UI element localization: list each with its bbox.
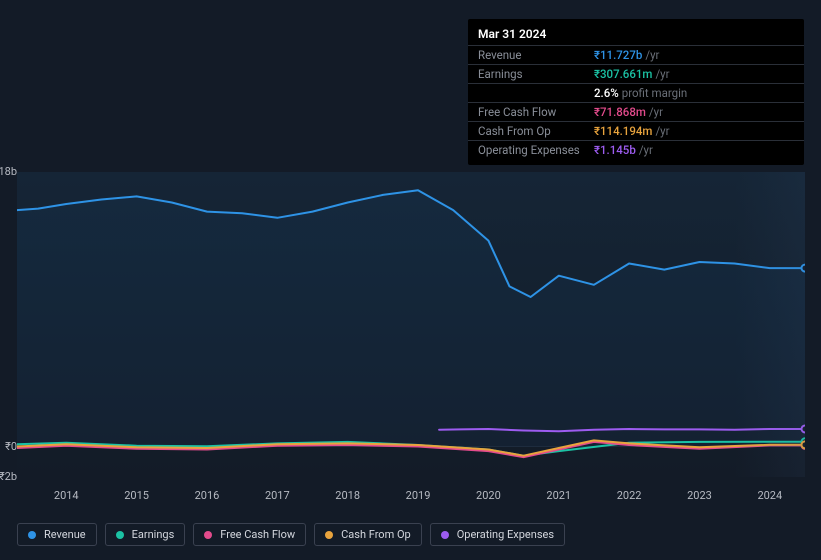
series-end-marker: [802, 441, 806, 448]
y-axis-label: ₹0: [0, 440, 17, 453]
x-axis-label: 2015: [124, 489, 149, 502]
tooltip-row: Operating Expenses₹1.145b/yr: [468, 140, 804, 159]
tooltip-unit: /yr: [639, 143, 653, 157]
tooltip-row: Earnings₹307.661m/yr: [468, 64, 804, 83]
x-axis-label: 2024: [757, 489, 782, 502]
chart-tooltip: Mar 31 2024 Revenue₹11.727b/yrEarnings₹3…: [468, 19, 804, 165]
legend-label: Free Cash Flow: [220, 528, 295, 541]
x-axis-label: 2022: [617, 489, 642, 502]
tooltip-value: ₹11.727b: [594, 48, 642, 62]
series-end-marker: [802, 425, 806, 432]
tooltip-row: Revenue₹11.727b/yr: [468, 45, 804, 64]
legend-item[interactable]: Free Cash Flow: [193, 523, 306, 546]
x-axis-label: 2016: [195, 489, 220, 502]
chart-legend: Revenue Earnings Free Cash Flow Cash From O…: [17, 523, 565, 546]
series-end-marker: [802, 265, 806, 272]
legend-dot-icon: [204, 531, 212, 539]
x-axis-label: 2019: [406, 489, 431, 502]
legend-item[interactable]: Cash From Op: [314, 523, 422, 546]
y-axis-label: ₹18b: [0, 165, 17, 178]
legend-label: Earnings: [132, 528, 175, 541]
tooltip-row: Cash From Op₹114.194m/yr: [468, 121, 804, 140]
legend-dot-icon: [441, 531, 449, 539]
tooltip-value: 2.6%: [594, 86, 619, 100]
x-axis-label: 2020: [476, 489, 501, 502]
chart-plot-area[interactable]: [17, 172, 805, 477]
tooltip-label: [478, 86, 594, 100]
tooltip-value: ₹71.868m: [594, 105, 646, 119]
legend-item[interactable]: Operating Expenses: [430, 523, 565, 546]
tooltip-unit: /yr: [655, 124, 669, 138]
tooltip-label: Cash From Op: [478, 124, 594, 138]
tooltip-unit: /yr: [655, 67, 669, 81]
legend-label: Revenue: [44, 528, 86, 541]
tooltip-label: Operating Expenses: [478, 143, 594, 157]
legend-dot-icon: [116, 531, 124, 539]
tooltip-value: ₹114.194m: [594, 124, 652, 138]
legend-dot-icon: [28, 531, 36, 539]
tooltip-row: 2.6%profit margin: [468, 83, 804, 102]
tooltip-date: Mar 31 2024: [468, 25, 804, 45]
x-axis-label: 2021: [546, 489, 571, 502]
tooltip-value: ₹1.145b: [594, 143, 636, 157]
x-axis-label: 2017: [265, 489, 290, 502]
legend-item[interactable]: Earnings: [105, 523, 186, 546]
tooltip-unit: profit margin: [622, 86, 688, 100]
tooltip-value: ₹307.661m: [594, 67, 652, 81]
tooltip-label: Earnings: [478, 67, 594, 81]
legend-label: Operating Expenses: [457, 528, 554, 541]
tooltip-label: Free Cash Flow: [478, 105, 594, 119]
legend-label: Cash From Op: [341, 528, 411, 541]
tooltip-row: Free Cash Flow₹71.868m/yr: [468, 102, 804, 121]
legend-dot-icon: [325, 531, 333, 539]
x-axis-label: 2018: [335, 489, 360, 502]
legend-item[interactable]: Revenue: [17, 523, 97, 546]
x-axis-label: 2023: [687, 489, 712, 502]
y-axis-label: -₹2b: [0, 470, 17, 483]
tooltip-unit: /yr: [649, 105, 663, 119]
x-axis-label: 2014: [54, 489, 79, 502]
tooltip-label: Revenue: [478, 48, 594, 62]
tooltip-unit: /yr: [645, 48, 659, 62]
